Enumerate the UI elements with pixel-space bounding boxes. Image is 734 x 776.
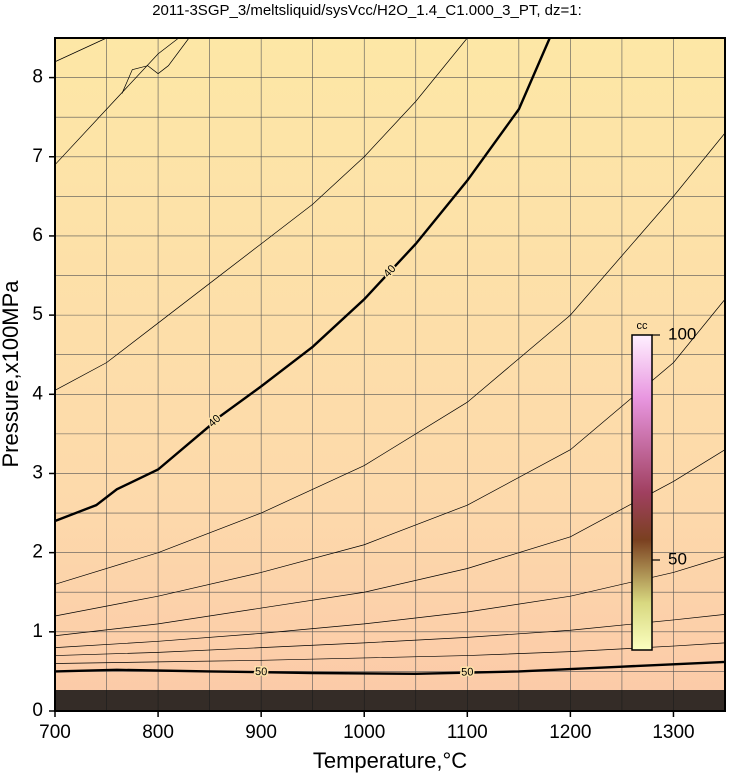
y-tick-label: 8 — [32, 67, 43, 88]
y-tick-label: 2 — [32, 542, 43, 563]
y-tick-label: 6 — [32, 225, 43, 246]
y-axis-label: Pressure,x100MPa — [0, 280, 23, 468]
contour-line — [54, 660, 726, 675]
contour-line — [121, 37, 190, 94]
contour-label: 50 — [255, 666, 267, 678]
dense-contours — [55, 690, 725, 711]
y-tick-label: 0 — [32, 700, 43, 721]
contour-line — [54, 37, 551, 523]
contour-line — [54, 299, 726, 617]
colorbar-label: cc — [637, 320, 649, 332]
contour-line — [54, 614, 726, 656]
chart-title: 2011-3SGP_3/meltsliquid/sysVcc/H2O_1.4_C… — [152, 2, 582, 19]
colorbar-tick-label: 100 — [668, 324, 696, 343]
plot-frame — [54, 37, 726, 712]
contour-line — [54, 37, 468, 391]
x-tick-label: 700 — [39, 722, 71, 743]
colorbar — [631, 334, 653, 651]
contour-line — [54, 37, 107, 63]
contour-line — [54, 449, 726, 637]
y-tick-label: 4 — [32, 383, 43, 404]
y-tick-label: 5 — [32, 304, 43, 325]
contour-line — [54, 37, 179, 165]
plot-background — [55, 38, 725, 711]
x-tick-label: 1100 — [447, 722, 488, 743]
x-tick-label: 1200 — [549, 722, 591, 743]
x-tick-label: 1000 — [343, 722, 385, 743]
y-tick-label: 1 — [32, 621, 43, 642]
x-axis-label: Temperature,°C — [313, 748, 467, 773]
contour-label: 50 — [461, 666, 474, 678]
grid — [55, 38, 725, 711]
contour-line — [54, 556, 726, 649]
y-tick-label: 3 — [32, 462, 43, 483]
colorbar-tick-label: 50 — [668, 549, 687, 568]
ticks: 700 800 900 1000 1100 1200 1300 0 1 2 3 4 5 6 7 8 — [32, 67, 694, 743]
contour-line — [54, 132, 726, 585]
y-tick-label: 7 — [32, 146, 43, 167]
contour-line — [54, 642, 726, 664]
x-tick-label: 900 — [245, 722, 277, 743]
x-tick-label: 800 — [142, 722, 174, 743]
x-tick-label: 1300 — [652, 722, 694, 743]
